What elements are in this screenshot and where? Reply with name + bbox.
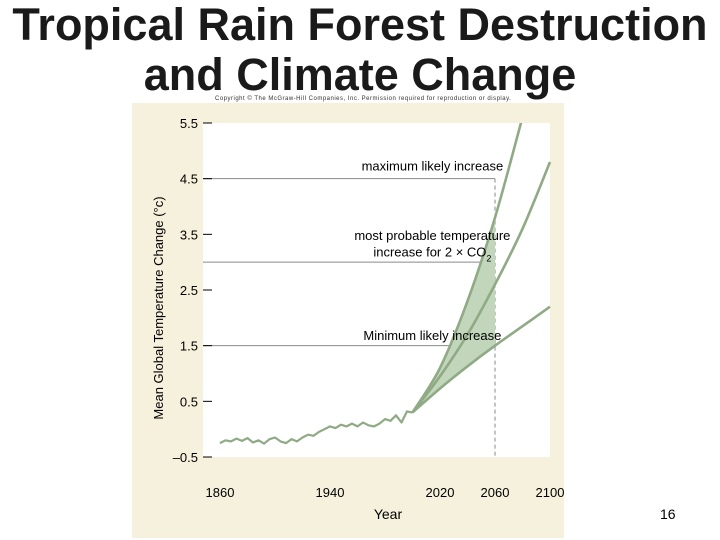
y-tick-label: 3.5: [180, 227, 198, 242]
y-tick-label: 1.5: [180, 339, 198, 354]
maximum-likely-increase-line: [411, 123, 523, 414]
title-line-2: and Climate Change: [143, 49, 577, 100]
most-probable-increase-line: [411, 161, 552, 414]
y-tick-label: –0.5: [173, 450, 198, 465]
x-tick-label: 2100: [536, 485, 565, 500]
copyright-notice: Copyright © The McGraw-Hill Companies, I…: [215, 96, 512, 102]
x-tick-label: 2060: [481, 485, 510, 500]
y-tick-label: 5.5: [180, 116, 198, 131]
x-tick-label: 1860: [206, 485, 235, 500]
y-tick-label: 0.5: [180, 394, 198, 409]
slide-title: Tropical Rain Forest Destruction and Cli…: [0, 0, 720, 100]
annotation-2: most probable temperature: [354, 228, 510, 243]
x-tick-label: 1940: [316, 485, 345, 500]
annotation-3: increase for 2 × CO2: [373, 245, 491, 264]
y-tick-label: 2.5: [180, 283, 198, 298]
title-line-1: Tropical Rain Forest Destruction: [12, 0, 708, 50]
page-number: 16: [660, 506, 676, 522]
x-axis-label: Year: [374, 506, 403, 522]
annotation-4: Minimum likely increase: [363, 328, 501, 343]
annotation-1: maximum likely increase: [362, 158, 504, 173]
y-tick-label: 4.5: [180, 172, 198, 187]
annotation-subscript: 2: [486, 254, 491, 264]
x-tick-label: 2020: [426, 485, 455, 500]
y-axis-label: Mean Global Temperature Change (°c): [151, 196, 166, 419]
minimum-likely-increase-line: [411, 305, 551, 414]
observed-temperature-line: [219, 410, 413, 445]
